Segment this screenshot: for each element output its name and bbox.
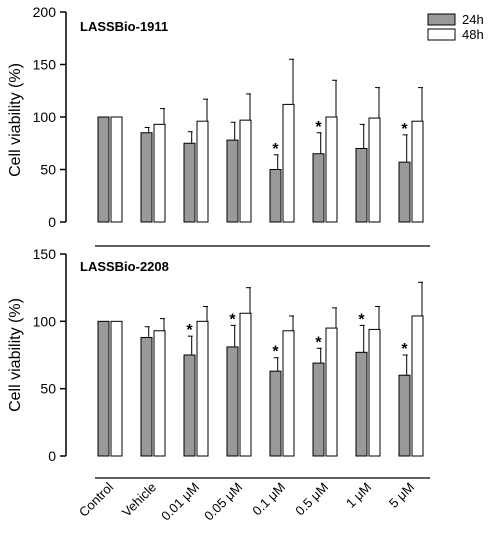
significance-star: * xyxy=(186,322,193,339)
panel-title: LASSBio-2208 xyxy=(80,259,169,274)
bar-48h-6 xyxy=(368,328,381,457)
panel-title: LASSBio-1911 xyxy=(80,19,168,34)
panel-lassbio-1911: 0 50 100 150 200 Cell viability (%) LASSBio-19… xyxy=(7,4,430,247)
y-tick-label: 150 xyxy=(33,57,57,73)
bar-24h-3 xyxy=(226,139,239,223)
bar-24h-3 xyxy=(226,346,239,457)
bar-24h-1 xyxy=(140,336,153,457)
bar-48h-2 xyxy=(196,120,209,223)
y-axis-title: Cell viability (%) xyxy=(7,298,24,412)
bar-24h-5 xyxy=(312,153,325,223)
significance-star: * xyxy=(229,311,236,328)
y-tick-label: 100 xyxy=(33,313,57,329)
panel-lassbio-2208: 0 50 100 150 Cell viability (%) LASSBio-2208 *… xyxy=(7,246,430,479)
bar-24h-2 xyxy=(183,142,196,223)
y-axis-title: Cell viability (%) xyxy=(7,63,24,177)
bar-24h-4 xyxy=(269,370,282,457)
bar-24h-0 xyxy=(97,320,110,457)
bar-24h-7 xyxy=(398,374,411,457)
bar-48h-4 xyxy=(282,103,295,223)
category-label: Vehicle xyxy=(119,480,159,520)
category-label: 5 μM xyxy=(386,480,417,511)
legend-label-24h: 24h xyxy=(462,12,484,27)
category-label: Control xyxy=(76,479,116,519)
bar-48h-1 xyxy=(153,123,166,223)
category-label: 0.01 μM xyxy=(158,480,202,524)
y-tick-label: 100 xyxy=(33,109,57,125)
y-tick-label: 0 xyxy=(48,448,56,464)
bar-24h-7 xyxy=(398,161,411,223)
y-tick-label: 0 xyxy=(48,214,56,230)
category-label: 0.05 μM xyxy=(201,480,245,524)
bar-24h-5 xyxy=(312,362,325,457)
bar-48h-0 xyxy=(110,116,123,223)
bar-48h-5 xyxy=(325,327,338,457)
significance-star: * xyxy=(272,141,279,158)
y-tick-label: 50 xyxy=(40,381,56,397)
bar-48h-1 xyxy=(153,330,166,457)
bar-48h-7 xyxy=(411,315,424,457)
bar-24h-6 xyxy=(355,351,368,457)
category-label: 0.5 μM xyxy=(292,480,331,519)
bar-24h-1 xyxy=(140,132,153,223)
bar-48h-3 xyxy=(239,312,252,457)
y-tick-label: 200 xyxy=(33,4,57,20)
significance-star: * xyxy=(315,334,322,351)
significance-star: * xyxy=(315,119,322,136)
legend-swatch-48h xyxy=(427,28,456,41)
category-label: 1 μM xyxy=(343,480,374,511)
significance-star: * xyxy=(401,341,408,358)
bar-48h-5 xyxy=(325,116,338,223)
category-label: 0.1 μM xyxy=(249,480,288,519)
bar-24h-4 xyxy=(269,169,282,223)
y-tick-label: 50 xyxy=(40,162,56,178)
bar-24h-6 xyxy=(355,148,368,223)
significance-star: * xyxy=(401,121,408,138)
legend-label-48h: 48h xyxy=(462,27,484,42)
bar-48h-4 xyxy=(282,330,295,457)
legend-swatch-24h xyxy=(427,13,456,26)
bar-48h-2 xyxy=(196,320,209,457)
bar-48h-6 xyxy=(368,117,381,223)
y-tick-label: 150 xyxy=(33,246,57,262)
bar-24h-2 xyxy=(183,354,196,457)
significance-star: * xyxy=(358,311,365,328)
bar-48h-0 xyxy=(110,320,123,457)
significance-star: * xyxy=(272,344,279,361)
bar-48h-7 xyxy=(411,120,424,223)
bar-24h-0 xyxy=(97,116,110,223)
bar-48h-3 xyxy=(239,119,252,223)
